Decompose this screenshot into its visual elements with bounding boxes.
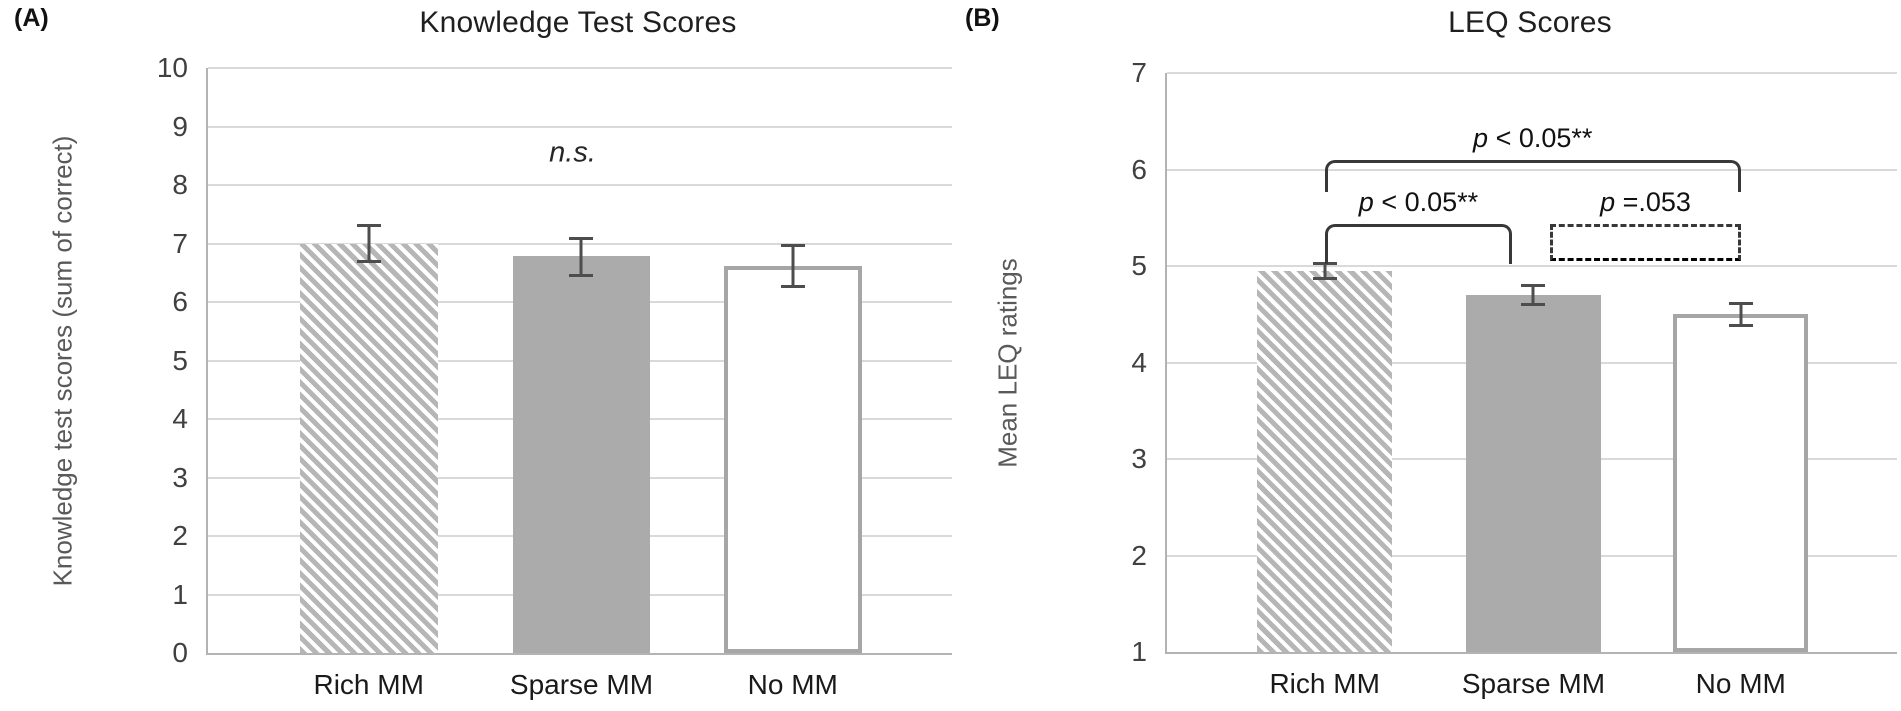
y-tick-label-10: 10 bbox=[156, 52, 188, 83]
significance-label-2: p < 0.05** bbox=[1358, 186, 1479, 217]
y-tick-label-0: 0 bbox=[172, 637, 188, 668]
error-bar-no-mm bbox=[791, 244, 795, 288]
significance-label-1: p < 0.05** bbox=[1473, 122, 1593, 153]
gridline-y-7 bbox=[1167, 72, 1897, 74]
error-cap-bottom-rich-mm bbox=[1312, 276, 1337, 280]
gridline-y-8 bbox=[208, 184, 952, 186]
panel-a: (A) Knowledge Test Scores Knowledge test… bbox=[0, 0, 952, 711]
y-tick-label-2: 2 bbox=[1131, 539, 1147, 571]
error-cap-bottom-no-mm bbox=[780, 285, 805, 289]
bar-sparse-mm bbox=[1465, 294, 1601, 652]
y-tick-label-4: 4 bbox=[1131, 346, 1147, 378]
plot-area-a: 0 1 2 3 4 5 6 7 8 9 10 Rich MM Sparse MM No MM n.s. bbox=[157, 53, 952, 700]
x-tick-label-sparse-mm: Sparse MM bbox=[1461, 668, 1606, 699]
error-cap-top-no-mm bbox=[1728, 301, 1753, 305]
bar-rich-mm bbox=[1257, 270, 1393, 652]
gridline-y-6 bbox=[1167, 168, 1897, 171]
y-tick-label-6: 6 bbox=[1131, 153, 1147, 185]
significance-bracket-1 bbox=[1324, 159, 1741, 192]
y-tick-label-4: 4 bbox=[172, 403, 188, 434]
y-tick-label-2: 2 bbox=[172, 520, 188, 551]
error-bar-rich-mm bbox=[367, 225, 371, 263]
gridline-y-5 bbox=[1167, 265, 1897, 267]
gridline-y-10 bbox=[208, 67, 952, 69]
significance-bracket-3 bbox=[1550, 223, 1741, 262]
error-cap-top-rich-mm bbox=[356, 224, 381, 228]
significance-label-3: p =.053 bbox=[1600, 186, 1691, 217]
x-tick-label-rich-mm: Rich MM bbox=[313, 669, 424, 700]
error-cap-top-sparse-mm bbox=[569, 236, 594, 240]
plot-area-b: 1 2 3 4 5 6 7 Rich MM Sparse MM No MM p < 0.05** p … bbox=[1131, 58, 1897, 699]
error-cap-top-no-mm bbox=[780, 243, 805, 247]
error-bar-rich-mm bbox=[1323, 263, 1327, 279]
bar-no-mm bbox=[1673, 314, 1809, 652]
error-cap-bottom-rich-mm bbox=[356, 260, 381, 264]
y-axis-title-b: Mean LEQ ratings bbox=[992, 258, 1023, 468]
error-cap-bottom-sparse-mm bbox=[1521, 302, 1546, 306]
error-bar-no-mm bbox=[1739, 302, 1743, 326]
annotation-n-s: n.s. bbox=[549, 136, 596, 169]
y-tick-label-9: 9 bbox=[172, 110, 188, 142]
y-tick-label-3: 3 bbox=[172, 461, 188, 493]
error-cap-top-sparse-mm bbox=[1521, 284, 1546, 288]
bar-no-mm bbox=[723, 265, 862, 653]
error-cap-bottom-no-mm bbox=[1728, 323, 1753, 327]
y-tick-label-1: 1 bbox=[172, 578, 188, 610]
gridline-y-9 bbox=[208, 125, 952, 128]
x-tick-label-rich-mm: Rich MM bbox=[1269, 668, 1380, 699]
chart-title-a: Knowledge Test Scores bbox=[419, 6, 737, 39]
bar-sparse-mm bbox=[512, 256, 651, 653]
y-tick-label-5: 5 bbox=[172, 344, 188, 376]
y-tick-label-8: 8 bbox=[172, 169, 188, 200]
panel-label-b: (B) bbox=[965, 4, 1000, 32]
y-axis-title-a: Knowledge test scores (sum of correct) bbox=[47, 135, 78, 587]
panel-label-a: (A) bbox=[14, 4, 49, 32]
significance-bracket-2 bbox=[1324, 223, 1513, 265]
y-tick-label-7: 7 bbox=[172, 227, 188, 259]
error-bar-sparse-mm bbox=[579, 237, 583, 276]
x-tick-label-no-mm: No MM bbox=[747, 669, 838, 700]
error-bar-sparse-mm bbox=[1531, 285, 1535, 305]
y-tick-label-5: 5 bbox=[1131, 250, 1147, 281]
chart-title-b: LEQ Scores bbox=[1448, 6, 1612, 39]
error-cap-bottom-sparse-mm bbox=[569, 273, 594, 277]
panel-b: (B) LEQ Scores Mean LEQ ratings 1 2 3 4 5 6 7 R… bbox=[951, 0, 1901, 711]
y-tick-label-1: 1 bbox=[1131, 636, 1147, 667]
x-tick-label-no-mm: No MM bbox=[1695, 668, 1786, 699]
x-tick-label-sparse-mm: Sparse MM bbox=[509, 669, 654, 700]
y-tick-label-7: 7 bbox=[1131, 57, 1147, 88]
bar-rich-mm bbox=[299, 243, 438, 653]
y-tick-label-6: 6 bbox=[172, 286, 188, 317]
y-tick-label-3: 3 bbox=[1131, 443, 1147, 474]
